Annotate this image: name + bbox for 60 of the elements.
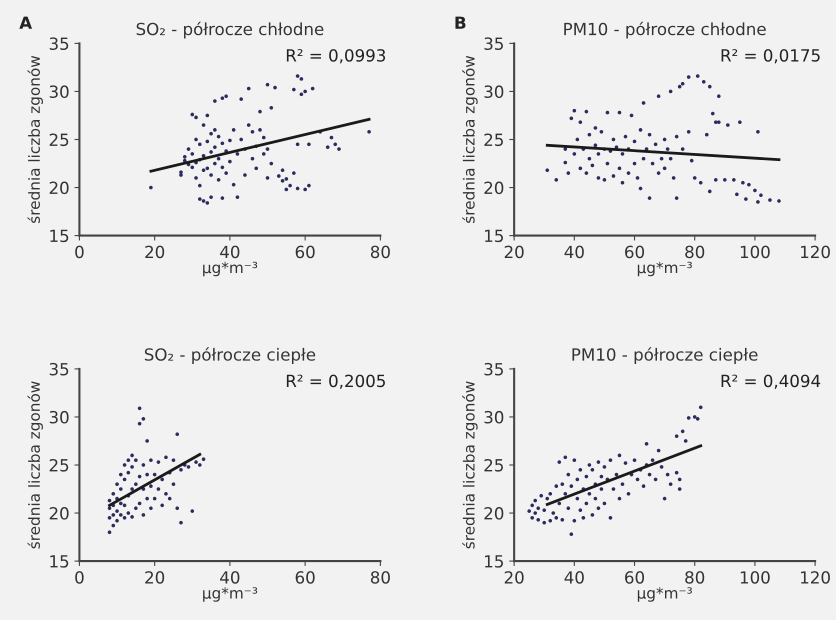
y-axis-title: średnia liczba zgonów bbox=[462, 381, 478, 548]
x-axis-title: µg*m⁻³ bbox=[638, 262, 692, 276]
y-tick-label: 25 bbox=[50, 133, 68, 146]
x-axis-title: µg*m⁻³ bbox=[203, 262, 258, 276]
annotation: R² = 0,0993 bbox=[286, 49, 386, 64]
x-tick-label: 0 bbox=[75, 246, 84, 258]
y-tick-label: 30 bbox=[484, 410, 504, 424]
y-tick-label: 15 bbox=[50, 230, 68, 242]
y-tick-label: 25 bbox=[484, 458, 503, 472]
y-tick-label: 20 bbox=[484, 507, 504, 520]
annotation: R² = 0,4094 bbox=[722, 374, 820, 389]
x-tick-label: 20 bbox=[504, 571, 524, 584]
x-tick-label: 40 bbox=[220, 246, 240, 258]
x-tick-label: 20 bbox=[145, 571, 164, 584]
x-axis-title: µg*m⁻³ bbox=[638, 587, 692, 602]
y-tick-label: 30 bbox=[484, 85, 504, 98]
text: B bbox=[455, 16, 466, 29]
y-tick-label: 30 bbox=[50, 410, 69, 424]
chart-title: SO₂ - półrocze ciepłe bbox=[144, 347, 316, 364]
y-tick-label: 30 bbox=[50, 85, 69, 98]
y-tick-label: 20 bbox=[484, 182, 504, 194]
y-tick-label: 25 bbox=[484, 133, 503, 146]
y-axis-title: średnia liczba zgonów bbox=[28, 381, 43, 548]
x-tick-label: 80 bbox=[370, 246, 390, 258]
x-tick-label: 60 bbox=[296, 571, 315, 584]
y-tick-label: 15 bbox=[485, 555, 503, 568]
y-axis-title: średnia liczba zgonów bbox=[28, 56, 43, 223]
y-tick-label: 20 bbox=[50, 507, 69, 520]
x-tick-label: 40 bbox=[220, 571, 240, 584]
x-tick-label: 100 bbox=[740, 571, 770, 584]
x-tick-label: 120 bbox=[801, 246, 830, 258]
x-tick-label: 80 bbox=[370, 571, 390, 584]
y-tick-label: 15 bbox=[50, 555, 68, 568]
chart-title: PM10 - półrocze chłodne bbox=[564, 22, 766, 39]
y-tick-label: 25 bbox=[50, 458, 68, 472]
x-tick-label: 0 bbox=[75, 571, 84, 584]
y-axis-title: średnia liczba zgonów bbox=[462, 56, 478, 223]
x-tick-label: 60 bbox=[625, 246, 644, 258]
x-tick-label: 40 bbox=[564, 571, 584, 584]
text: A bbox=[19, 16, 32, 29]
x-tick-label: 40 bbox=[564, 246, 584, 258]
chart-title: SO₂ - półrocze chłodne bbox=[136, 22, 324, 39]
y-tick-label: 35 bbox=[50, 37, 68, 50]
x-tick-label: 20 bbox=[145, 246, 164, 258]
y-tick-label: 35 bbox=[50, 362, 68, 376]
y-tick-label: 20 bbox=[50, 182, 69, 194]
y-tick-label: 35 bbox=[484, 362, 503, 376]
y-tick-label: 15 bbox=[485, 230, 503, 242]
x-axis-title: µg*m⁻³ bbox=[203, 587, 258, 602]
x-tick-label: 120 bbox=[801, 571, 830, 584]
x-tick-label: 60 bbox=[625, 571, 644, 584]
x-tick-label: 60 bbox=[296, 246, 315, 258]
x-tick-label: 20 bbox=[504, 246, 524, 258]
x-tick-label: 80 bbox=[685, 571, 704, 584]
x-tick-label: 80 bbox=[685, 246, 704, 258]
x-tick-label: 100 bbox=[740, 246, 770, 258]
annotation: R² = 0,2005 bbox=[286, 374, 385, 389]
annotation: R² = 0,0175 bbox=[722, 49, 820, 64]
y-tick-label: 35 bbox=[484, 37, 503, 50]
chart-title: PM10 - półrocze ciepłe bbox=[572, 347, 758, 364]
